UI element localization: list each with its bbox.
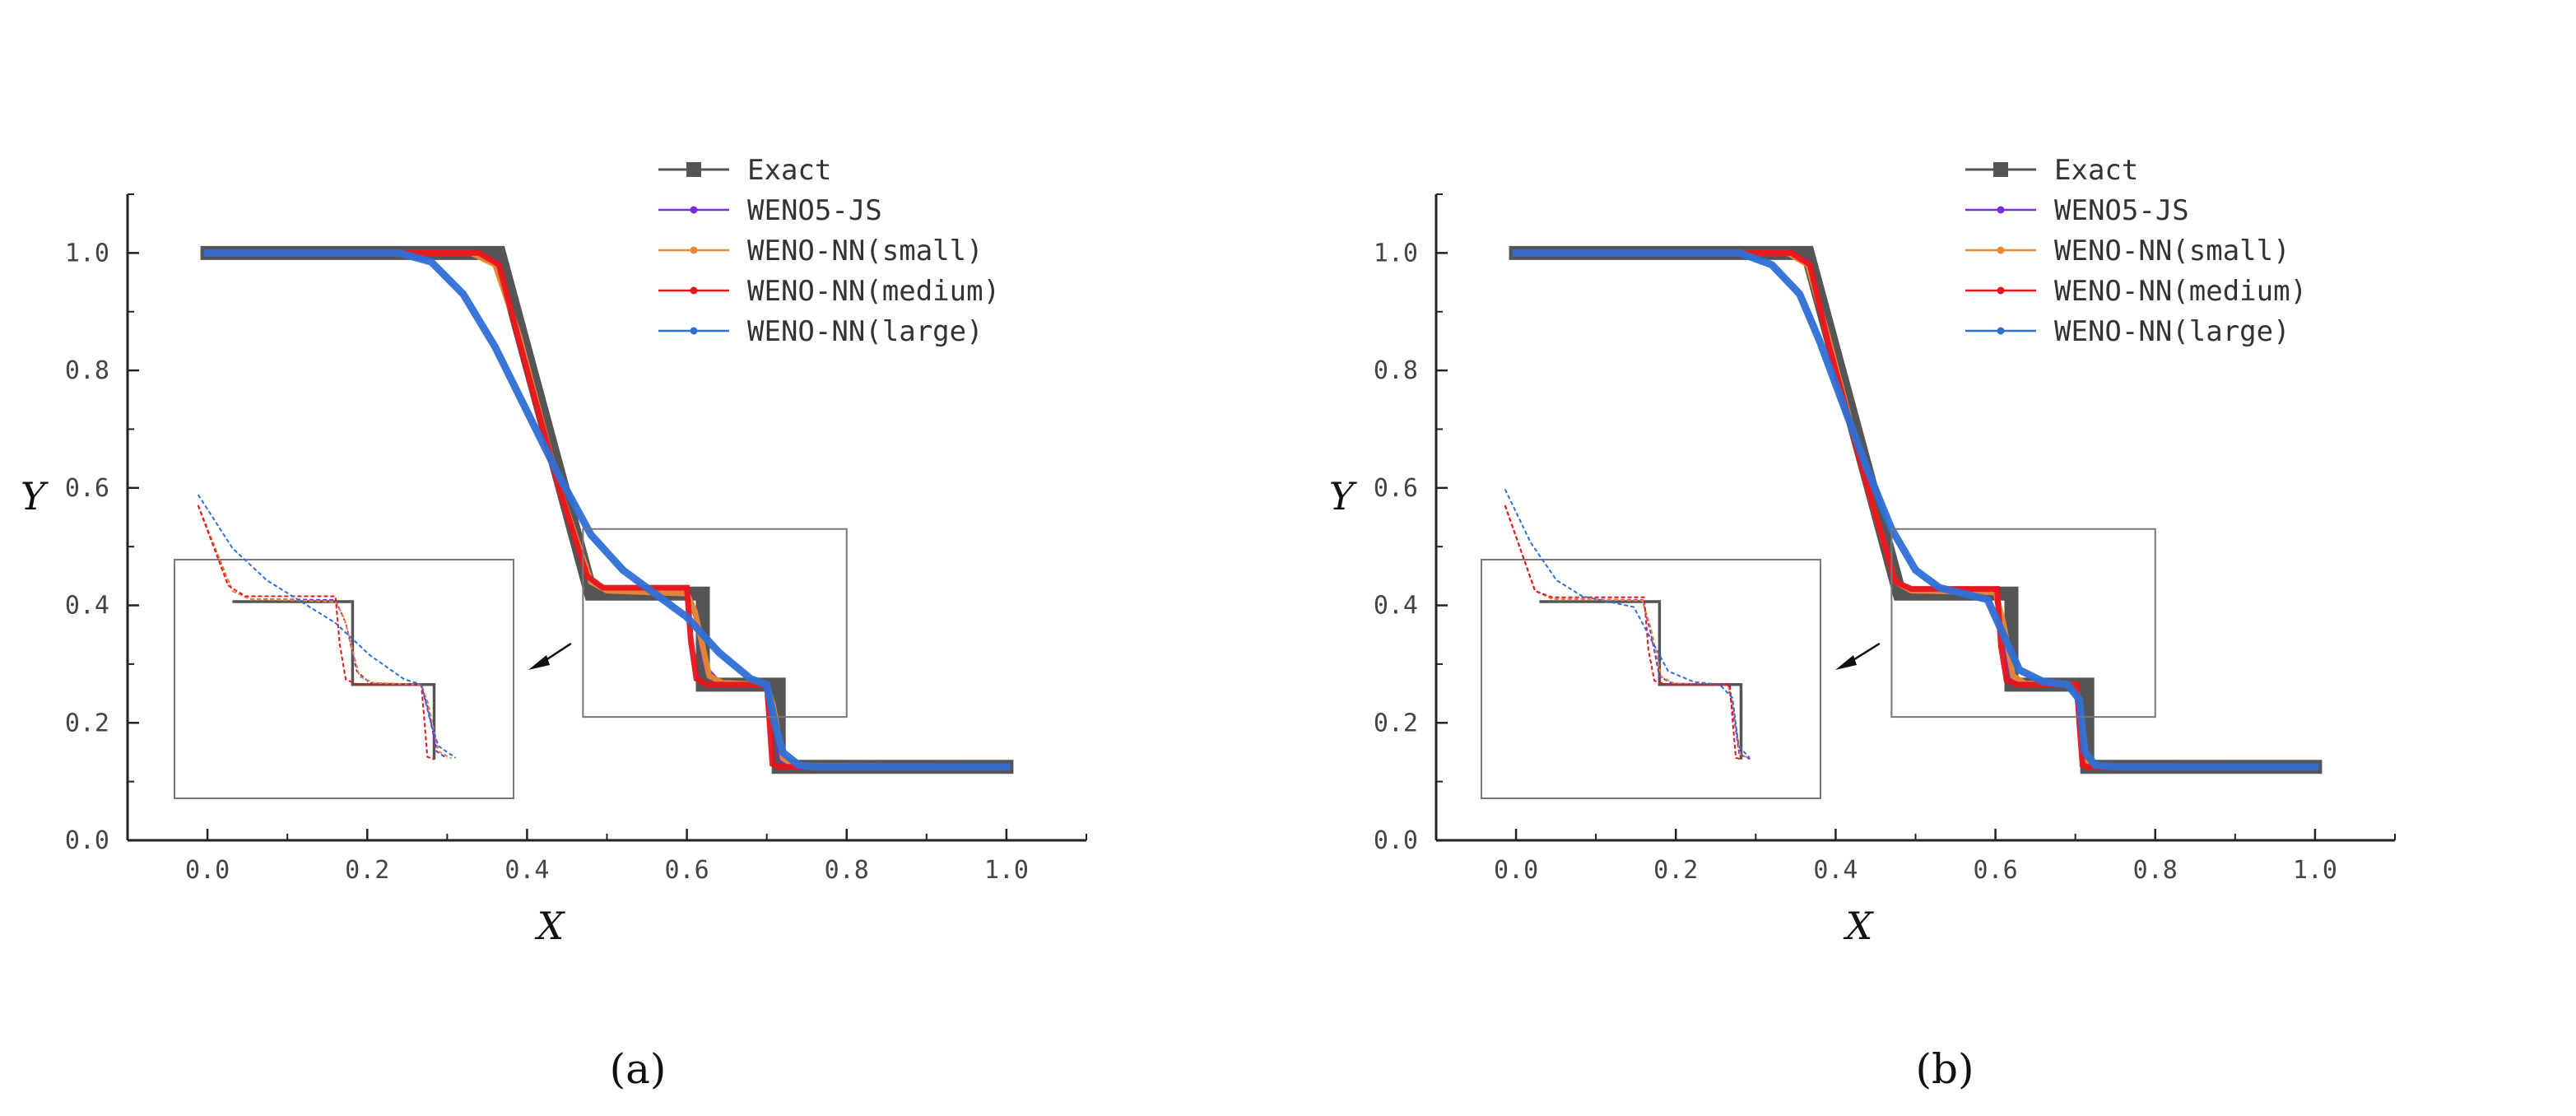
legend-marker-dot	[690, 246, 698, 254]
legend-marker-dot	[690, 327, 698, 335]
x-tick-label: 1.0	[2293, 856, 2337, 885]
x-tick-label: 0.8	[825, 856, 869, 885]
legend-entry: Exact	[658, 154, 831, 187]
legend-label: WENO5-JS	[747, 194, 882, 227]
legend-entry: WENO-NN(large)	[1965, 315, 2290, 348]
series-line	[203, 249, 1011, 771]
legend-marker-square	[686, 162, 701, 177]
legend-entry: WENO-NN(small)	[1965, 235, 2290, 267]
x-tick-label: 0.8	[2133, 856, 2178, 885]
inset-series-line	[197, 494, 457, 759]
inset-series-line	[1504, 489, 1751, 759]
legend-label: WENO-NN(medium)	[747, 275, 1000, 308]
legend-marker-dot	[690, 286, 698, 295]
y-tick-label: 0.6	[1374, 474, 1418, 503]
chart-panel-b: 0.0 0.2 0.4 0.6 0.8 1.0 0.0 0.2 0.4 0.6 0.8 1.0 X Y Ex…	[1329, 154, 2396, 1093]
zoom-arrow-head	[1835, 655, 1857, 671]
legend-marker-square	[1993, 162, 2008, 177]
legend-entry: WENO5-JS	[1965, 194, 2189, 227]
legend-label: WENO5-JS	[2054, 194, 2189, 227]
legend-entry: WENO-NN(medium)	[1965, 275, 2307, 308]
x-tick-label: 0.6	[1973, 856, 2017, 885]
x-tick-label: 0.4	[505, 856, 549, 885]
legend-entry: WENO-NN(large)	[658, 315, 983, 348]
legend-marker-dot	[1997, 206, 2005, 214]
zoom-region-box	[1890, 528, 2156, 718]
x-tick-label: 1.0	[984, 856, 1029, 885]
x-tick-label: 0.2	[345, 856, 389, 885]
legend-marker-dot	[1997, 246, 2005, 254]
inset-series-line	[197, 505, 435, 760]
y-tick-label: 0.4	[1374, 592, 1418, 621]
series-weno-nn-large	[203, 249, 1011, 771]
legend-label: WENO-NN(large)	[747, 315, 983, 348]
legend-label: WENO-NN(large)	[2054, 315, 2290, 348]
legend-label: WENO-NN(medium)	[2054, 275, 2307, 308]
x-tick-label: 0.0	[1494, 856, 1538, 885]
legend-label: Exact	[747, 154, 831, 187]
series-weno-nn-large	[1512, 249, 2319, 771]
legend-entry: WENO-NN(small)	[658, 235, 983, 267]
legend-entry: Exact	[1965, 154, 2138, 187]
y-tick-label: 0.0	[65, 826, 109, 855]
y-tick-label: 0.8	[1374, 356, 1418, 385]
y-tick-label: 0.2	[1374, 709, 1418, 737]
inset-series-line	[1504, 505, 1742, 760]
series-line	[1512, 249, 2319, 771]
inset-box	[1481, 559, 1821, 799]
y-axis-title: Y	[21, 474, 49, 518]
legend-marker-dot	[1997, 286, 2005, 295]
zoom-arrow-head	[528, 655, 550, 671]
x-tick-label: 0.0	[185, 856, 230, 885]
y-axis-title: Y	[1329, 474, 1358, 518]
y-tick-label: 0.4	[65, 592, 109, 621]
y-tick-label: 0.0	[1374, 826, 1418, 855]
inset-series-line	[197, 505, 448, 760]
x-tick-label: 0.6	[664, 856, 709, 885]
y-tick-label: 1.0	[65, 239, 109, 267]
panel-caption: (a)	[610, 1045, 667, 1093]
inset-box	[174, 559, 514, 799]
y-tick-label: 0.6	[65, 474, 109, 503]
legend-marker-dot	[1997, 327, 2005, 335]
legend-marker-dot	[690, 206, 698, 214]
legend-label: Exact	[2054, 154, 2138, 187]
legend-label: WENO-NN(small)	[2054, 235, 2290, 267]
y-tick-label: 0.2	[65, 709, 109, 737]
legend-entry: WENO-NN(medium)	[658, 275, 1000, 308]
zoom-region-box	[582, 528, 848, 718]
y-tick-label: 1.0	[1374, 239, 1418, 267]
inset-series-line	[1539, 600, 1743, 760]
x-tick-label: 0.2	[1653, 856, 1698, 885]
legend-entry: WENO5-JS	[658, 194, 882, 227]
chart-panel-a: 0.0 0.2 0.4 0.6 0.8 1.0 0.0 0.2 0.4 0.6 0.8 1.0 X Y Ex…	[21, 154, 1087, 1093]
y-tick-label: 0.8	[65, 356, 109, 385]
x-tick-label: 0.4	[1813, 856, 1858, 885]
x-axis-title: X	[1844, 904, 1875, 948]
panel-caption: (b)	[1915, 1045, 1974, 1093]
legend-label: WENO-NN(small)	[747, 235, 983, 267]
x-axis-title: X	[535, 904, 566, 948]
inset-series-line	[197, 505, 452, 760]
